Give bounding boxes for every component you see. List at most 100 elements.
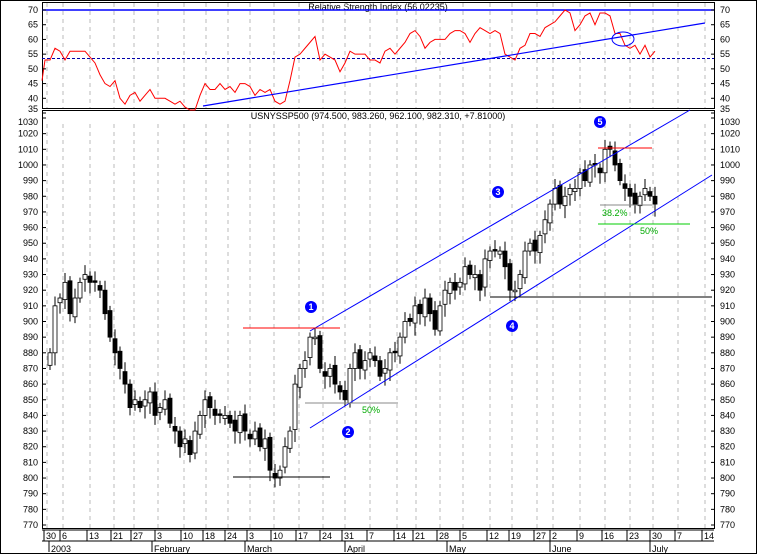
candle-body [632,192,638,205]
price-ytick-left: 870 [23,363,38,373]
x-day-label: 14 [704,531,714,541]
price-ytick-right: 880 [720,348,735,358]
candle-body [427,297,433,315]
x-day-label: 13 [89,531,99,541]
price-ytick-left: 920 [23,285,38,295]
rsi-trendline [202,22,706,107]
candle-body [502,250,508,268]
candle-body [302,360,308,369]
candle-body [182,438,188,444]
rsi-break-circle [611,31,635,47]
candle-body [77,281,83,299]
candle-body [262,438,268,449]
candle-body [527,242,533,252]
price-ytick-right: 960 [720,223,735,233]
candle-body [192,430,198,454]
rsi-panel [42,2,715,109]
candle-body [612,150,618,166]
candle-body [137,400,143,408]
candle-body [332,364,338,385]
channel-upper-line [309,109,691,332]
price-ytick-right: 810 [720,457,735,467]
rsi-ytick-left: 35 [28,104,38,114]
price-ytick-right: 970 [720,207,735,217]
price-ytick-right: 860 [720,379,735,389]
price-ytick-left: 770 [23,520,38,530]
x-day-label: 6 [62,531,67,541]
price-ytick-left: 840 [23,410,38,420]
price-panel [42,110,715,529]
candle-body [557,184,563,205]
candle-body [547,203,553,224]
rsi-ytick-left: 45 [28,79,38,89]
candle-body [462,266,468,285]
candle-body [197,415,203,435]
candle-body [57,297,63,304]
candle-body [122,371,128,385]
candle-body [587,164,593,183]
x-day-label: 10 [183,531,193,541]
rsi-ytick-left: 50 [28,64,38,74]
candle-body [317,335,323,369]
rsi-ytick-right: 55 [720,49,730,59]
candle-body [362,360,368,371]
price-ytick-left: 1000 [18,160,38,170]
candle-body [572,188,578,192]
candle-body [252,430,258,440]
wave-marker [492,186,504,198]
price-ytick-left: 890 [23,332,38,342]
price-ytick-right: 1000 [720,160,740,170]
candle-body [107,310,113,338]
price-ytick-right: 830 [720,426,735,436]
candle-body [292,383,298,430]
candle-body [437,305,443,332]
rsi-ytick-right: 65 [720,20,730,30]
price-ytick-left: 880 [23,348,38,358]
candle-body [602,148,608,174]
candle-body [272,472,278,479]
candle-body [407,317,413,322]
candle-body [217,413,223,416]
price-ytick-right: 800 [720,473,735,483]
price-ytick-right: 980 [720,191,735,201]
rsi-title: Relative Strength Index (56.02235) [308,2,448,12]
candle-body [577,172,583,189]
candle-body [62,281,68,300]
candle-body [202,399,208,416]
candle-body [337,385,343,393]
price-ytick-right: 1020 [720,129,740,139]
price-ytick-right: 920 [720,285,735,295]
x-day-label: 3 [157,531,162,541]
wave-marker [506,320,518,332]
candle-body [237,415,243,434]
rsi-ytick-right: 50 [720,64,730,74]
candle-body [277,469,283,479]
rsi-ytick-right: 70 [720,5,730,15]
x-day-label: 24 [227,531,237,541]
price-ytick-right: 1010 [720,144,740,154]
candle-body [652,195,658,205]
wave-label: 2 [345,427,350,437]
candle-body [47,352,53,366]
candle-body [117,350,123,369]
candle-body [457,281,463,288]
price-ytick-left: 940 [23,254,38,264]
candle-body [207,396,213,408]
rsi-ytick-right: 35 [720,104,730,114]
price-ytick-right: 850 [720,395,735,405]
candle-body [382,368,388,374]
candle-body [467,264,473,275]
candle-body [487,250,493,261]
x-day-label: 10 [273,531,283,541]
price-ytick-right: 900 [720,317,735,327]
price-title: USNYSSP500 (974.500, 983.260, 962.100, 9… [251,111,505,121]
price-ytick-left: 930 [23,270,38,280]
candle-body [392,350,398,354]
candle-body [327,368,333,377]
candle-body [257,427,263,448]
candle-body [482,258,488,288]
candle-body [642,188,648,196]
candle-body [477,274,483,291]
